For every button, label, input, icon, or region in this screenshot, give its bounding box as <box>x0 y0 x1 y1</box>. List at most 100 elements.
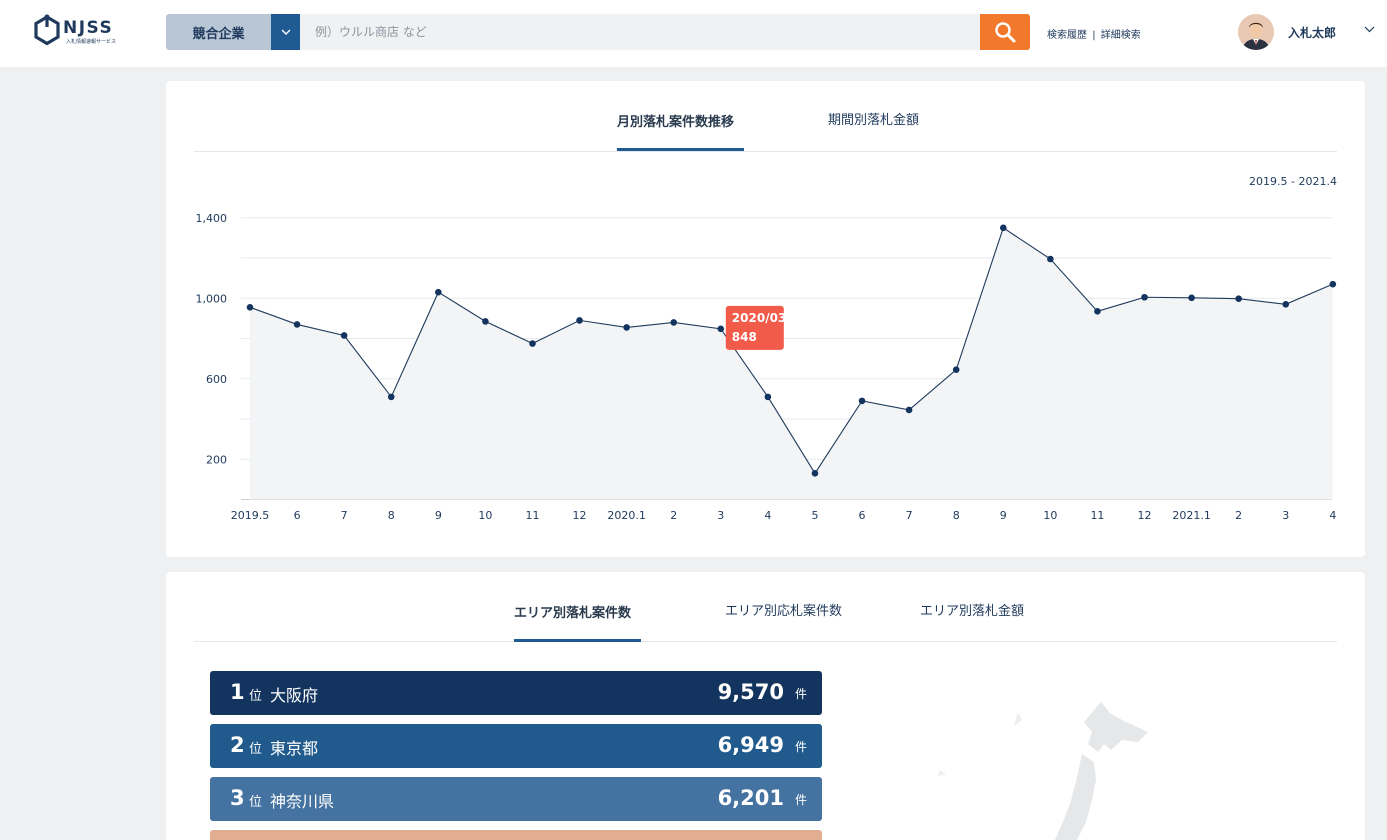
x-tick-label: 6 <box>294 509 301 522</box>
x-tick-label: 8 <box>953 509 960 522</box>
tab-period-amount[interactable]: 期間別落札金額 <box>828 113 920 128</box>
prefecture-name: 神奈川県 <box>270 792 335 811</box>
data-point <box>764 393 772 401</box>
y-tick-label: 1,000 <box>196 292 228 305</box>
data-point <box>482 318 489 325</box>
y-tick-label: 200 <box>206 453 227 466</box>
tab-monthly-awards[interactable]: 月別落札案件数推移 <box>617 115 735 130</box>
tooltip-box <box>725 305 784 350</box>
x-tick-label: 2 <box>670 509 677 522</box>
tab-area-awards[interactable]: エリア別落札案件数 <box>514 606 632 621</box>
data-point <box>858 397 866 405</box>
series-line <box>249 226 1334 475</box>
x-tick-label: 9 <box>435 509 442 522</box>
count-unit: 件 <box>794 793 807 807</box>
x-tick-label: 2021.1 <box>1172 509 1211 522</box>
active-tab-indicator <box>617 148 744 151</box>
prefecture-name: 東京都 <box>270 739 319 758</box>
x-tick-label: 11 <box>525 509 539 522</box>
data-point <box>811 470 819 477</box>
tooltip-value: 848 <box>732 330 757 344</box>
search-icon <box>995 22 1016 43</box>
data-point <box>340 332 348 339</box>
user-name[interactable]: 入札太郎 <box>1288 25 1337 40</box>
prefecture-name: 大阪府 <box>270 686 319 705</box>
award-count: 9,570 <box>717 680 784 704</box>
area-tabs: エリア別落札案件数 エリア別応札案件数 エリア別落札金額 <box>194 572 1337 642</box>
search-history-link[interactable]: 検索履歴 <box>1047 30 1087 41</box>
x-tick-label: 3 <box>717 509 724 522</box>
rank-number: 3 <box>230 786 245 810</box>
ranking-row[interactable] <box>210 830 822 840</box>
y-tick-label: 1,400 <box>196 212 228 225</box>
data-point <box>623 324 630 331</box>
rank-number: 1 <box>230 680 245 704</box>
x-tick-label: 11 <box>1090 509 1104 522</box>
x-tick-label: 4 <box>764 509 771 522</box>
x-tick-label: 4 <box>1329 509 1336 522</box>
rank-suffix: 位 <box>249 795 263 810</box>
y-tick-label: 600 <box>206 373 227 386</box>
data-point <box>293 321 301 328</box>
x-tick-label: 2020.1 <box>607 509 646 522</box>
x-tick-label: 10 <box>478 509 492 522</box>
x-tick-label: 6 <box>859 509 866 522</box>
x-tick-label: 2 <box>1235 509 1242 522</box>
advanced-search-link[interactable]: 詳細検索 <box>1100 30 1141 41</box>
data-point <box>1141 293 1148 301</box>
data-point <box>387 393 395 401</box>
search-category-selector[interactable]: 競合企業 <box>166 14 271 50</box>
rank-number: 2 <box>230 733 245 757</box>
x-tick-label: 5 <box>811 509 818 522</box>
user-avatar-icon <box>1238 14 1274 50</box>
search-category-dropdown[interactable] <box>271 14 300 50</box>
series-area-fill <box>250 227 1333 500</box>
rank-suffix: 位 <box>249 742 263 757</box>
top-header: NJSS 入札情報速報サービス 競合企業 検索履歴 | 詳細検索 <box>0 0 1387 67</box>
data-point <box>952 366 960 373</box>
data-point <box>1047 255 1054 263</box>
chevron-down-icon[interactable] <box>1364 26 1375 33</box>
tooltip-date: 2020/03 <box>732 311 786 325</box>
data-point <box>576 317 583 324</box>
data-point <box>529 340 536 347</box>
tab-area-amount[interactable]: エリア別落札金額 <box>920 604 1025 619</box>
monthly-chart-card: 月別落札案件数推移 期間別落札金額 2019.5 - 2021.4 200 600… <box>166 81 1365 557</box>
data-point <box>1235 295 1242 302</box>
logo-wordmark: NJSS <box>63 18 114 38</box>
x-tick-label: 12 <box>573 509 587 522</box>
date-range: 2019.5 - 2021.4 <box>1249 175 1337 188</box>
logo-mark-icon <box>34 14 60 46</box>
japan-map <box>938 702 1148 840</box>
data-point <box>1282 300 1290 308</box>
x-tick-label: 10 <box>1043 509 1057 522</box>
data-point <box>670 319 678 326</box>
header-links: 検索履歴 | 詳細検索 <box>1047 26 1141 41</box>
link-separator: | <box>1092 30 1096 41</box>
x-tick-label: 7 <box>341 509 348 522</box>
search-input[interactable] <box>300 14 980 50</box>
search-button[interactable] <box>980 14 1030 50</box>
chart-tabs: 月別落札案件数推移 期間別落札金額 <box>194 81 1337 152</box>
user-menu[interactable]: 入札太郎 <box>1238 14 1375 50</box>
count-unit: 件 <box>794 687 807 701</box>
rank-suffix: 位 <box>249 689 263 704</box>
data-point <box>905 406 913 414</box>
x-tick-label: 12 <box>1138 509 1152 522</box>
ranking-row[interactable]: 2 位 東京都 6,949 件 <box>210 724 822 768</box>
count-unit: 件 <box>794 740 807 754</box>
data-point <box>1188 294 1195 302</box>
logo-tagline: 入札情報速報サービス <box>66 39 117 45</box>
avatar[interactable] <box>1238 14 1274 50</box>
data-point <box>717 325 725 333</box>
njss-logo[interactable]: NJSS 入札情報速報サービス <box>33 14 117 48</box>
ranking-row[interactable]: 3 位 神奈川県 6,201 件 <box>210 777 822 821</box>
x-tick-label: 8 <box>388 509 395 522</box>
data-point <box>246 304 254 311</box>
data-point <box>435 288 442 296</box>
x-tick-label: 9 <box>1000 509 1007 522</box>
ranking-row[interactable]: 1 位 大阪府 9,570 件 <box>210 671 822 715</box>
tab-area-bids[interactable]: エリア別応札案件数 <box>725 604 843 619</box>
monthly-awards-line-chart: 200 600 1,000 1,400 2019.5 6 7 8 9 10 11 12 2020.1 2 3… <box>196 212 1337 522</box>
search-bar: 競合企業 <box>166 14 1030 50</box>
